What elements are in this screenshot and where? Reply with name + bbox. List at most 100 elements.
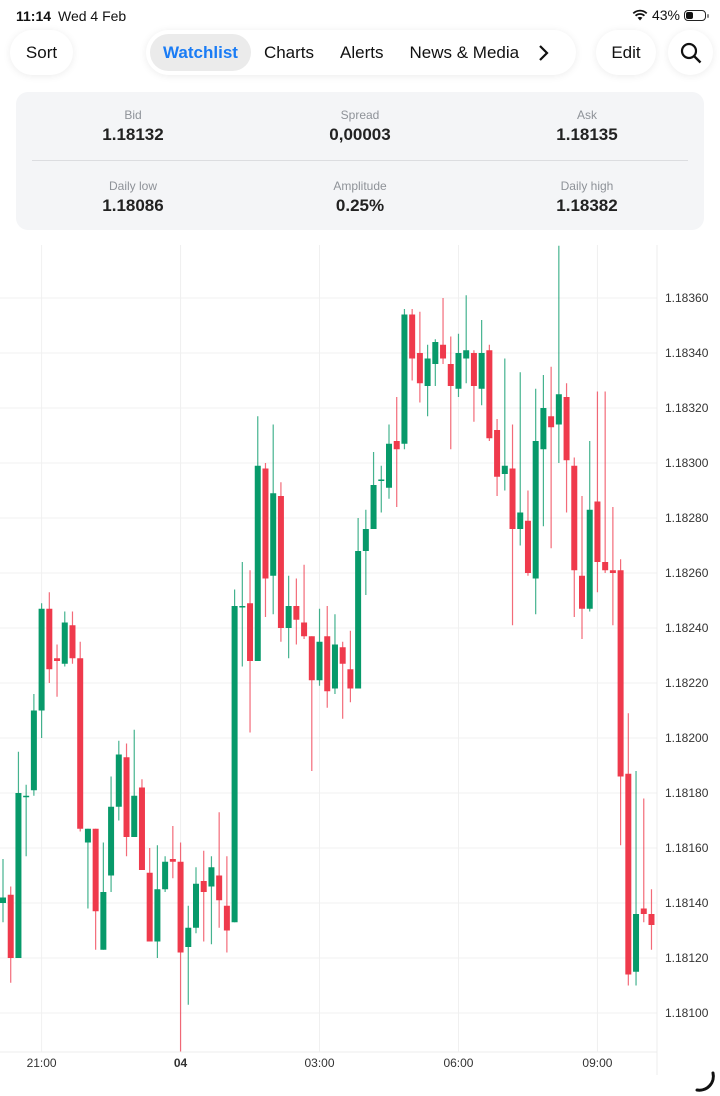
- candle-down: [393, 441, 400, 450]
- candle-down: [347, 669, 354, 689]
- y-tick-label: 1.18280: [665, 511, 709, 525]
- candle-down: [223, 905, 230, 931]
- candle-up: [316, 641, 323, 681]
- candle-down: [640, 908, 647, 914]
- daily-high: Daily high 1.18382: [477, 179, 697, 216]
- candle-up: [30, 710, 37, 791]
- y-tick-label: 1.18160: [665, 841, 709, 855]
- amplitude: Amplitude 0.25%: [250, 179, 470, 216]
- candle-down: [409, 314, 416, 359]
- status-time: 11:14: [16, 8, 52, 24]
- battery-icon: [684, 9, 709, 21]
- spinner-icon: [695, 1071, 715, 1092]
- tab-bar: Watchlist Charts Alerts News & Media: [146, 30, 576, 75]
- x-tick-label: 04: [174, 1056, 188, 1070]
- search-button[interactable]: [668, 30, 713, 75]
- y-tick-label: 1.18120: [665, 951, 709, 965]
- quote-panel: Bid 1.18132 Spread 0,00003 Ask 1.18135 Dail…: [16, 92, 704, 230]
- candle-up: [532, 441, 539, 579]
- candle-down: [247, 603, 254, 661]
- candle-up: [355, 551, 362, 689]
- ask: Ask 1.18135: [477, 108, 697, 145]
- status-date: Wed 4 Feb: [58, 8, 127, 24]
- y-tick-label: 1.18100: [665, 1006, 709, 1020]
- candle-up: [231, 606, 238, 923]
- tab-alerts[interactable]: Alerts: [340, 43, 384, 62]
- candle-down: [77, 658, 84, 829]
- ask-label: Ask: [576, 108, 597, 122]
- candle-down: [486, 350, 493, 439]
- candle-up: [193, 883, 199, 928]
- candle-up: [208, 867, 215, 887]
- candle-up: [0, 897, 6, 903]
- bid-value: 1.18132: [102, 125, 164, 144]
- bid-label: Bid: [124, 108, 142, 122]
- candle-up: [586, 509, 593, 609]
- candle-down: [216, 875, 223, 901]
- y-tick-label: 1.18200: [665, 731, 709, 745]
- divider: [32, 160, 688, 161]
- candle-up: [84, 828, 91, 843]
- candle-down: [7, 894, 14, 958]
- bid: Bid 1.18132: [23, 108, 243, 145]
- candle-down: [625, 773, 632, 975]
- candle-down: [524, 520, 531, 573]
- candle-up: [540, 408, 547, 450]
- candle-up: [23, 795, 30, 798]
- chart-grid: [0, 245, 658, 1075]
- candle-down: [177, 861, 184, 953]
- candle-up: [115, 754, 122, 807]
- candle-down: [563, 397, 570, 461]
- chevron-right-icon[interactable]: [536, 44, 550, 62]
- tab-watchlist[interactable]: Watchlist: [150, 34, 251, 71]
- candle-down: [594, 501, 601, 562]
- x-tick-label: 03:00: [305, 1056, 335, 1070]
- y-tick-label: 1.18320: [665, 401, 709, 415]
- spread: Spread 0,00003: [250, 108, 470, 145]
- y-tick-label: 1.18340: [665, 346, 709, 360]
- status-bar: 11:14 Wed 4 Feb 43%: [0, 0, 720, 30]
- candle-up: [285, 606, 292, 628]
- candle-up: [154, 889, 161, 942]
- candle-up: [455, 353, 462, 389]
- candle-up: [517, 512, 524, 529]
- daily-low-value: 1.18086: [102, 196, 164, 215]
- candle-up: [501, 465, 508, 474]
- candle-down: [301, 622, 308, 637]
- candle-down: [324, 636, 331, 692]
- sort-button[interactable]: Sort: [10, 30, 73, 75]
- candle-down: [54, 658, 61, 661]
- candle-down: [571, 465, 578, 571]
- tab-charts[interactable]: Charts: [263, 43, 315, 62]
- tab-news-media[interactable]: News & Media: [409, 43, 520, 62]
- y-tick-label: 1.18360: [665, 291, 709, 305]
- candle-down: [169, 859, 176, 862]
- search-icon: [680, 42, 701, 63]
- candle-down: [46, 608, 53, 670]
- candles: [0, 245, 655, 1052]
- candle-down: [123, 757, 130, 837]
- candle-up: [61, 622, 68, 664]
- candle-up: [432, 342, 439, 364]
- edit-button[interactable]: Edit: [596, 30, 656, 75]
- daily-high-label: Daily high: [560, 179, 614, 193]
- y-tick-label: 1.18240: [665, 621, 709, 635]
- candle-down: [308, 636, 315, 681]
- candle-up: [15, 793, 22, 958]
- candle-up: [108, 806, 115, 876]
- x-tick-label: 09:00: [582, 1056, 612, 1070]
- candle-down: [440, 344, 447, 359]
- battery-percent: 43%: [651, 7, 680, 23]
- candle-down: [146, 872, 153, 942]
- candle-up: [100, 892, 107, 950]
- y-tick-label: 1.18180: [665, 786, 709, 800]
- candle-down: [447, 364, 454, 386]
- candle-up: [131, 795, 138, 837]
- candle-down: [416, 353, 423, 384]
- candle-up: [239, 606, 246, 608]
- x-tick-label: 21:00: [27, 1056, 57, 1070]
- candle-down: [494, 430, 501, 477]
- candle-up: [162, 861, 169, 890]
- ask-value: 1.18135: [556, 125, 618, 144]
- candle-down: [339, 647, 346, 664]
